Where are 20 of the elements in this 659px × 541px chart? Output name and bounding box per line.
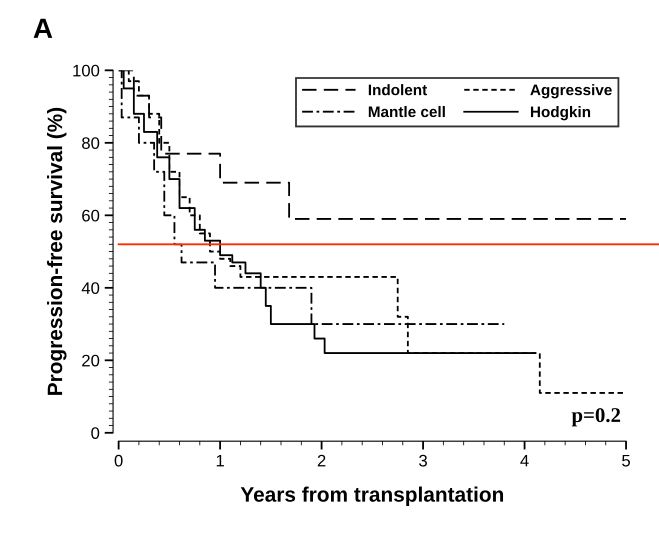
y-tick-label: 80 [82,137,100,150]
x-tick-label: 1 [216,454,224,466]
legend-label: Mantle cell [368,106,445,118]
x-tick-label: 5 [622,454,630,467]
x-axis-title: Years from transplantation [240,486,504,506]
legend-label: Hodgkin [530,106,590,120]
y-tick-label: 100 [73,64,100,77]
text: A [34,18,52,38]
x-tick-label: 0 [114,454,123,467]
y-tick-label: 0 [91,427,100,440]
x-tick-label: 3 [419,454,427,467]
y-tick-label: 20 [82,354,100,367]
y-axis-title: Progression-free survival (%) [47,108,67,395]
x-tick-label: 4 [520,454,529,466]
y-tick-label: 60 [82,210,100,222]
x-tick-label: 2 [318,454,326,466]
legend-label: Aggressive [530,84,612,98]
legend-label: Indolent [368,84,428,96]
annotation: p=0.2 [572,408,620,426]
y-tick-label: 40 [82,282,100,294]
